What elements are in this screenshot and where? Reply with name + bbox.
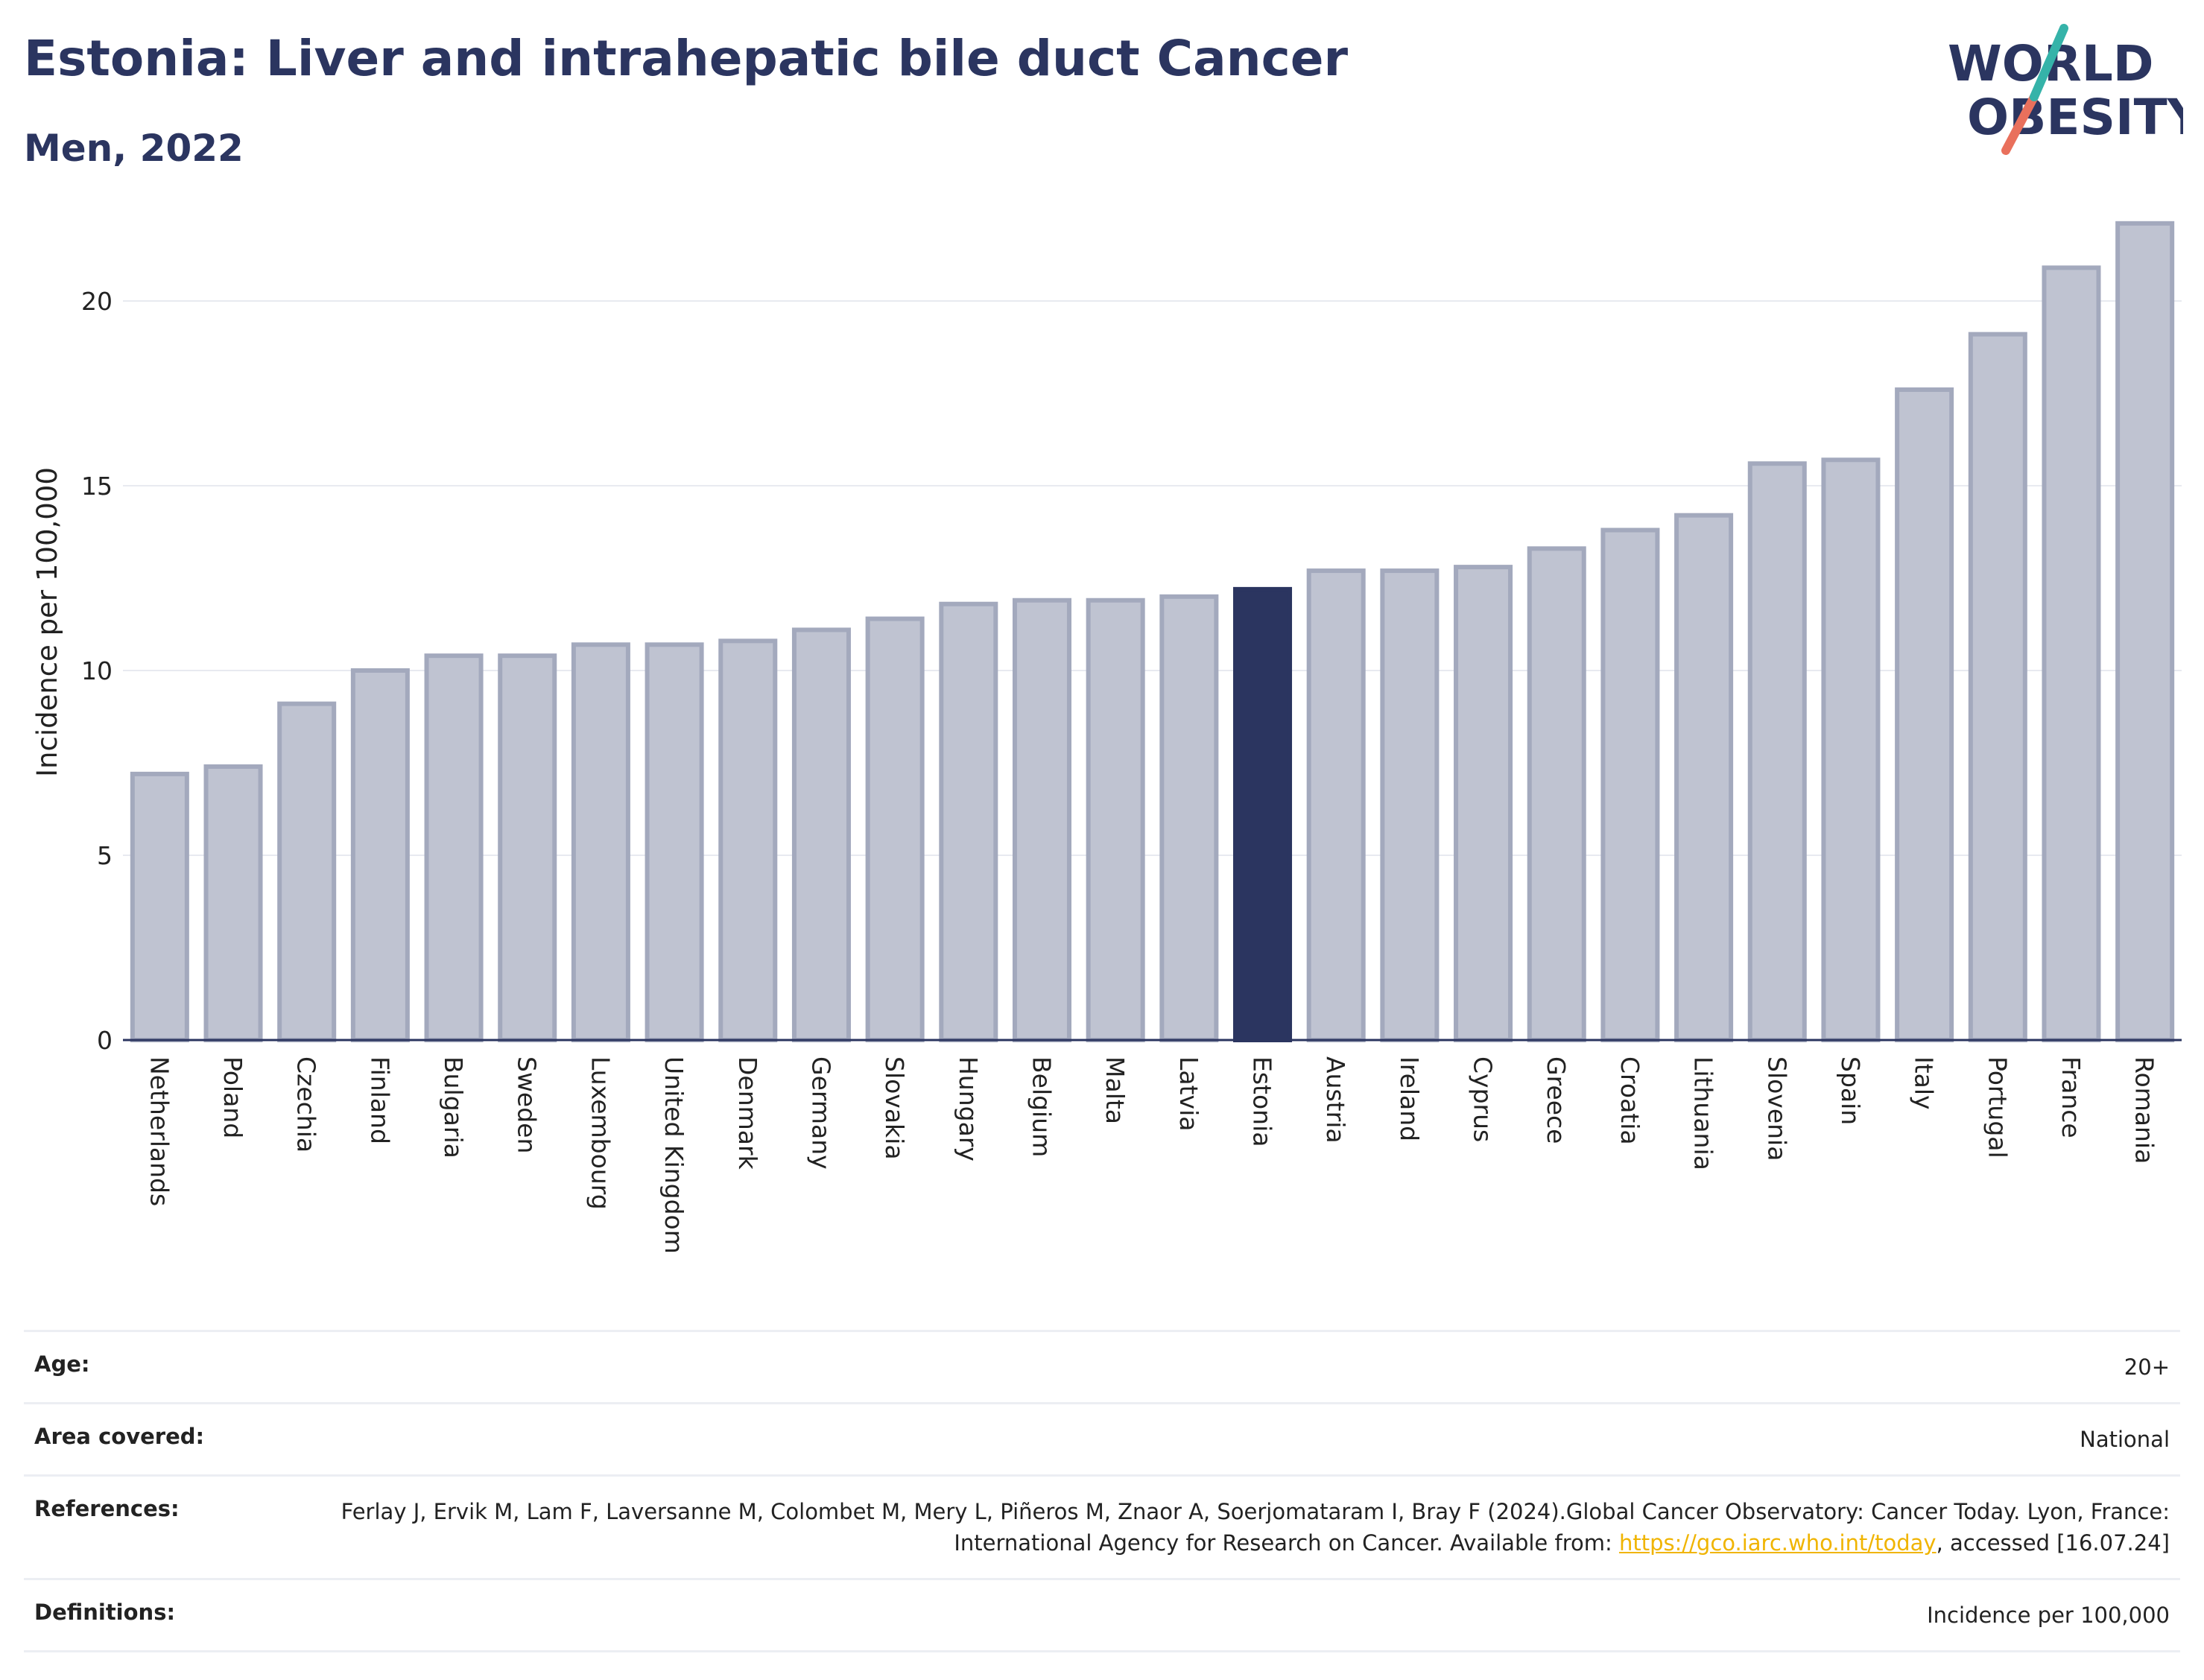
bar-lithuania <box>1674 513 1734 1042</box>
meta-def-label: Definitions: <box>34 1600 176 1625</box>
y-tick-label: 15 <box>81 472 113 501</box>
bar-germany <box>791 627 851 1042</box>
meta-def-value: Incidence per 100,000 <box>1927 1603 2170 1628</box>
y-tick-label: 5 <box>97 841 113 870</box>
meta-ref-text-1: Ferlay J, Ervik M, Lam F, Laversanne M, … <box>341 1499 2170 1556</box>
meta-row-area: Area covered: National <box>24 1402 2180 1474</box>
bar-chart: 0 5 10 15 20 Netherlands Poland Czechia Finland… <box>31 221 2182 1254</box>
x-tick-label: Germany <box>806 1056 835 1170</box>
bar-finland <box>350 668 410 1042</box>
x-tick-label: Portugal <box>1983 1056 2012 1158</box>
bar-luxembourg <box>571 642 630 1042</box>
chart-subtitle: Men, 2022 <box>24 127 244 170</box>
logo-slash-teal <box>2030 24 2068 101</box>
bar-netherlands <box>130 771 189 1042</box>
meta-area-value: National <box>2080 1427 2170 1452</box>
bar-czechia <box>277 701 337 1042</box>
x-tick-label: Czechia <box>292 1056 321 1153</box>
world-obesity-logo: WORLD OBESITY <box>1948 24 2183 155</box>
x-tick-labels: Netherlands Poland Czechia Finland Bulgaria S… <box>145 1056 2159 1254</box>
bar-bulgaria <box>424 653 484 1042</box>
y-axis-title: Incidence per 100,000 <box>31 467 63 777</box>
bar-portugal <box>1968 332 2027 1042</box>
bar-greece <box>1527 546 1586 1042</box>
bar-croatia <box>1600 527 1660 1042</box>
meta-ref-text-2: , accessed [16.07.24] <box>1936 1530 2170 1556</box>
bar-spain <box>1821 457 1881 1042</box>
bar-italy <box>1895 387 1954 1042</box>
x-tick-label: Greece <box>1542 1056 1571 1144</box>
x-tick-label: Italy <box>1910 1056 1939 1110</box>
x-tick-label: Bulgaria <box>439 1056 468 1158</box>
x-tick-label: Poland <box>218 1056 247 1138</box>
chart-title: Estonia: Liver and intrahepatic bile duc… <box>24 30 1349 87</box>
logo-slash-red <box>2001 92 2039 155</box>
bar-ireland <box>1380 568 1440 1042</box>
bar-slovenia <box>1747 461 1807 1042</box>
meta-row-definitions: Definitions: Incidence per 100,000 <box>24 1578 2180 1652</box>
x-tick-label: Belgium <box>1027 1056 1056 1157</box>
x-tick-label: Slovenia <box>1762 1056 1791 1161</box>
bar-latvia <box>1159 594 1219 1042</box>
bar-sweden <box>498 653 557 1042</box>
x-tick-label: France <box>2056 1056 2086 1138</box>
x-tick-label: Spain <box>1836 1056 1865 1125</box>
x-tick-label: Luxembourg <box>586 1056 615 1210</box>
bar-slovakia <box>865 616 925 1042</box>
x-tick-label: Croatia <box>1615 1056 1644 1145</box>
reference-link[interactable]: https://gco.iarc.who.int/today <box>1618 1530 1937 1556</box>
x-tick-label: Denmark <box>733 1056 762 1170</box>
x-tick-label: United Kingdom <box>659 1056 688 1254</box>
x-tick-label: Lithuania <box>1689 1056 1718 1170</box>
meta-ref-value: Ferlay J, Ervik M, Lam F, Laversanne M, … <box>307 1496 2170 1559</box>
meta-row-age: Age: 20+ <box>24 1330 2180 1402</box>
y-tick-label: 10 <box>81 656 113 685</box>
x-tick-label: Hungary <box>954 1056 983 1161</box>
y-tick-label: 20 <box>81 287 113 316</box>
bar-estonia <box>1233 586 1293 1042</box>
x-tick-label: Estonia <box>1248 1056 1277 1147</box>
bar-hungary <box>939 601 998 1042</box>
meta-area-label: Area covered: <box>34 1424 205 1449</box>
meta-row-references: References: Ferlay J, Ervik M, Lam F, La… <box>24 1474 2180 1578</box>
x-tick-label: Malta <box>1101 1056 1130 1124</box>
x-tick-label: Cyprus <box>1469 1056 1498 1142</box>
metadata-table: Age: 20+ Area covered: National Referenc… <box>24 1330 2180 1652</box>
y-tick-label: 0 <box>97 1026 113 1055</box>
x-tick-label: Austria <box>1321 1056 1350 1144</box>
bars <box>130 221 2175 1043</box>
logo-line2: OBESITY <box>1967 89 2183 146</box>
x-tick-label: Netherlands <box>145 1056 174 1206</box>
y-tick-labels: 0 5 10 15 20 <box>81 287 113 1055</box>
bar-romania <box>2115 221 2175 1043</box>
x-tick-label: Latvia <box>1174 1056 1203 1131</box>
bar-cyprus <box>1454 565 1513 1042</box>
x-tick-label: Romania <box>2130 1056 2159 1164</box>
x-tick-label: Sweden <box>513 1056 542 1153</box>
bar-denmark <box>718 638 778 1042</box>
meta-ref-label: References: <box>34 1496 180 1521</box>
x-tick-label: Finland <box>365 1056 394 1144</box>
x-tick-label: Slovakia <box>880 1056 909 1160</box>
meta-age-value: 20+ <box>2124 1354 2170 1380</box>
bar-malta <box>1086 597 1145 1042</box>
bar-france <box>2042 265 2101 1042</box>
bar-united-kingdom <box>645 642 704 1042</box>
bar-austria <box>1306 568 1366 1042</box>
bar-poland <box>203 764 263 1042</box>
bar-belgium <box>1012 597 1071 1042</box>
x-tick-label: Ireland <box>1395 1056 1424 1141</box>
meta-age-label: Age: <box>34 1351 90 1377</box>
